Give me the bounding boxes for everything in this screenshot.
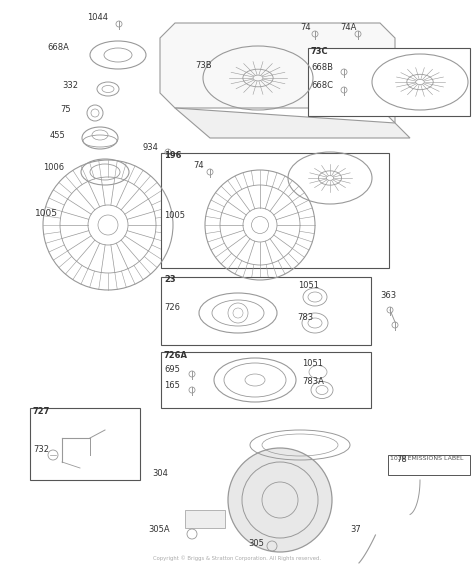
Text: 363: 363 [380, 291, 396, 300]
Text: 304: 304 [152, 469, 168, 478]
Text: 75: 75 [60, 106, 71, 115]
Text: 726A: 726A [164, 350, 188, 360]
Text: 726: 726 [164, 303, 180, 312]
Text: 305A: 305A [148, 525, 170, 534]
Text: 73B: 73B [195, 61, 211, 69]
Bar [185, 510, 225, 528]
Circle shape [228, 448, 332, 552]
Text: 1005: 1005 [35, 208, 58, 218]
Polygon shape [175, 108, 410, 138]
Bar [30, 408, 140, 480]
Bar [308, 48, 470, 116]
Text: 668B: 668B [311, 62, 333, 72]
Text: 37: 37 [350, 525, 361, 534]
Text: 305: 305 [248, 538, 264, 548]
Text: 783A: 783A [302, 378, 324, 386]
Text: 74: 74 [193, 161, 204, 170]
Bar [161, 153, 389, 268]
Text: PARTSTREE: PARTSTREE [166, 300, 308, 320]
Text: 783: 783 [297, 312, 313, 321]
Text: 332: 332 [62, 81, 78, 90]
Text: 196: 196 [164, 152, 182, 161]
Text: 732: 732 [33, 445, 49, 454]
Text: 668C: 668C [311, 81, 333, 90]
Polygon shape [160, 23, 395, 123]
Text: 727: 727 [33, 407, 50, 416]
Bar [388, 455, 470, 475]
Text: 78: 78 [396, 456, 407, 465]
Text: 1051: 1051 [302, 360, 323, 369]
Text: 23: 23 [164, 275, 176, 285]
Text: 1044: 1044 [87, 14, 108, 23]
Text: 165: 165 [164, 382, 180, 391]
Text: 73C: 73C [311, 47, 328, 56]
Text: 934: 934 [143, 144, 159, 152]
Text: 695: 695 [164, 365, 180, 374]
Text: 74A: 74A [340, 23, 356, 32]
Text: 1006: 1006 [43, 164, 64, 173]
Text: 1005: 1005 [164, 211, 185, 219]
Text: 1036 EMISSIONS LABEL: 1036 EMISSIONS LABEL [390, 456, 464, 461]
Text: 455: 455 [50, 132, 66, 140]
Text: 1051: 1051 [298, 281, 319, 290]
Text: 74: 74 [300, 23, 310, 32]
Text: 668A: 668A [47, 44, 69, 52]
Text: Copyright © Briggs & Stratton Corporation. All Rights reserved.: Copyright © Briggs & Stratton Corporatio… [153, 555, 321, 561]
Bar [161, 352, 371, 408]
Bar [161, 277, 371, 345]
